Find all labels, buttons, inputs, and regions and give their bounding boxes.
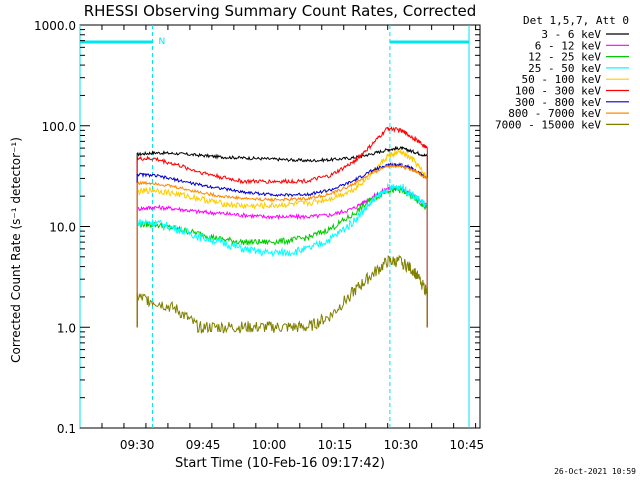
legend-label: 100 - 300 keV bbox=[515, 85, 601, 98]
y-tick-label: 100.0 bbox=[42, 120, 76, 134]
y-tick-label: 0.1 bbox=[57, 422, 76, 436]
x-tick-label: 10:30 bbox=[384, 438, 419, 452]
spacecraft-night-markers: N bbox=[79, 25, 470, 428]
legend-header: Det 1,5,7, Att 0 bbox=[523, 14, 629, 27]
x-tick-label: 10:45 bbox=[450, 438, 485, 452]
legend-label: 50 - 100 keV bbox=[522, 73, 602, 86]
series-line bbox=[136, 126, 428, 328]
y-tick-label: 10.0 bbox=[49, 221, 76, 235]
plot-frame bbox=[79, 24, 481, 429]
series-line bbox=[136, 254, 428, 334]
x-tick-label: 10:15 bbox=[318, 438, 353, 452]
legend-label: 7000 - 15000 keV bbox=[495, 118, 601, 131]
legend-label: 25 - 50 keV bbox=[528, 62, 601, 75]
night-label: N bbox=[159, 37, 166, 47]
axes: 0.1 1.0 10.0 100.0 1000.0 09:30 09:45 10:00 10:1… bbox=[34, 19, 484, 452]
x-tick-label: 09:45 bbox=[186, 438, 221, 452]
y-tick-label: 1.0 bbox=[57, 321, 76, 335]
legend-label: 12 - 25 keV bbox=[528, 51, 601, 64]
y-axis-title: Corrected Count Rate (s⁻¹ detector⁻¹) bbox=[9, 137, 23, 363]
chart-title: RHESSI Observing Summary Count Rates, Co… bbox=[84, 2, 477, 20]
series-lines bbox=[136, 126, 428, 334]
series-line bbox=[136, 185, 428, 328]
y-tick-label: 1000.0 bbox=[34, 19, 76, 33]
legend-label: 300 - 800 keV bbox=[515, 96, 601, 109]
series-line bbox=[136, 149, 428, 328]
footer-timestamp: 26-Oct-2021 10:59 bbox=[554, 467, 636, 476]
legend-label: 6 - 12 keV bbox=[535, 39, 602, 52]
series-line bbox=[136, 145, 428, 328]
legend-label: 800 - 7000 keV bbox=[508, 107, 601, 120]
legend-label: 3 - 6 keV bbox=[541, 28, 601, 41]
series-line bbox=[136, 162, 428, 328]
x-tick-label: 09:30 bbox=[120, 438, 155, 452]
series-line bbox=[136, 162, 428, 328]
x-axis-title: Start Time (10-Feb-16 09:17:42) bbox=[175, 456, 385, 471]
series-line bbox=[136, 182, 428, 328]
series-line bbox=[136, 186, 428, 328]
x-tick-label: 10:00 bbox=[252, 438, 287, 452]
